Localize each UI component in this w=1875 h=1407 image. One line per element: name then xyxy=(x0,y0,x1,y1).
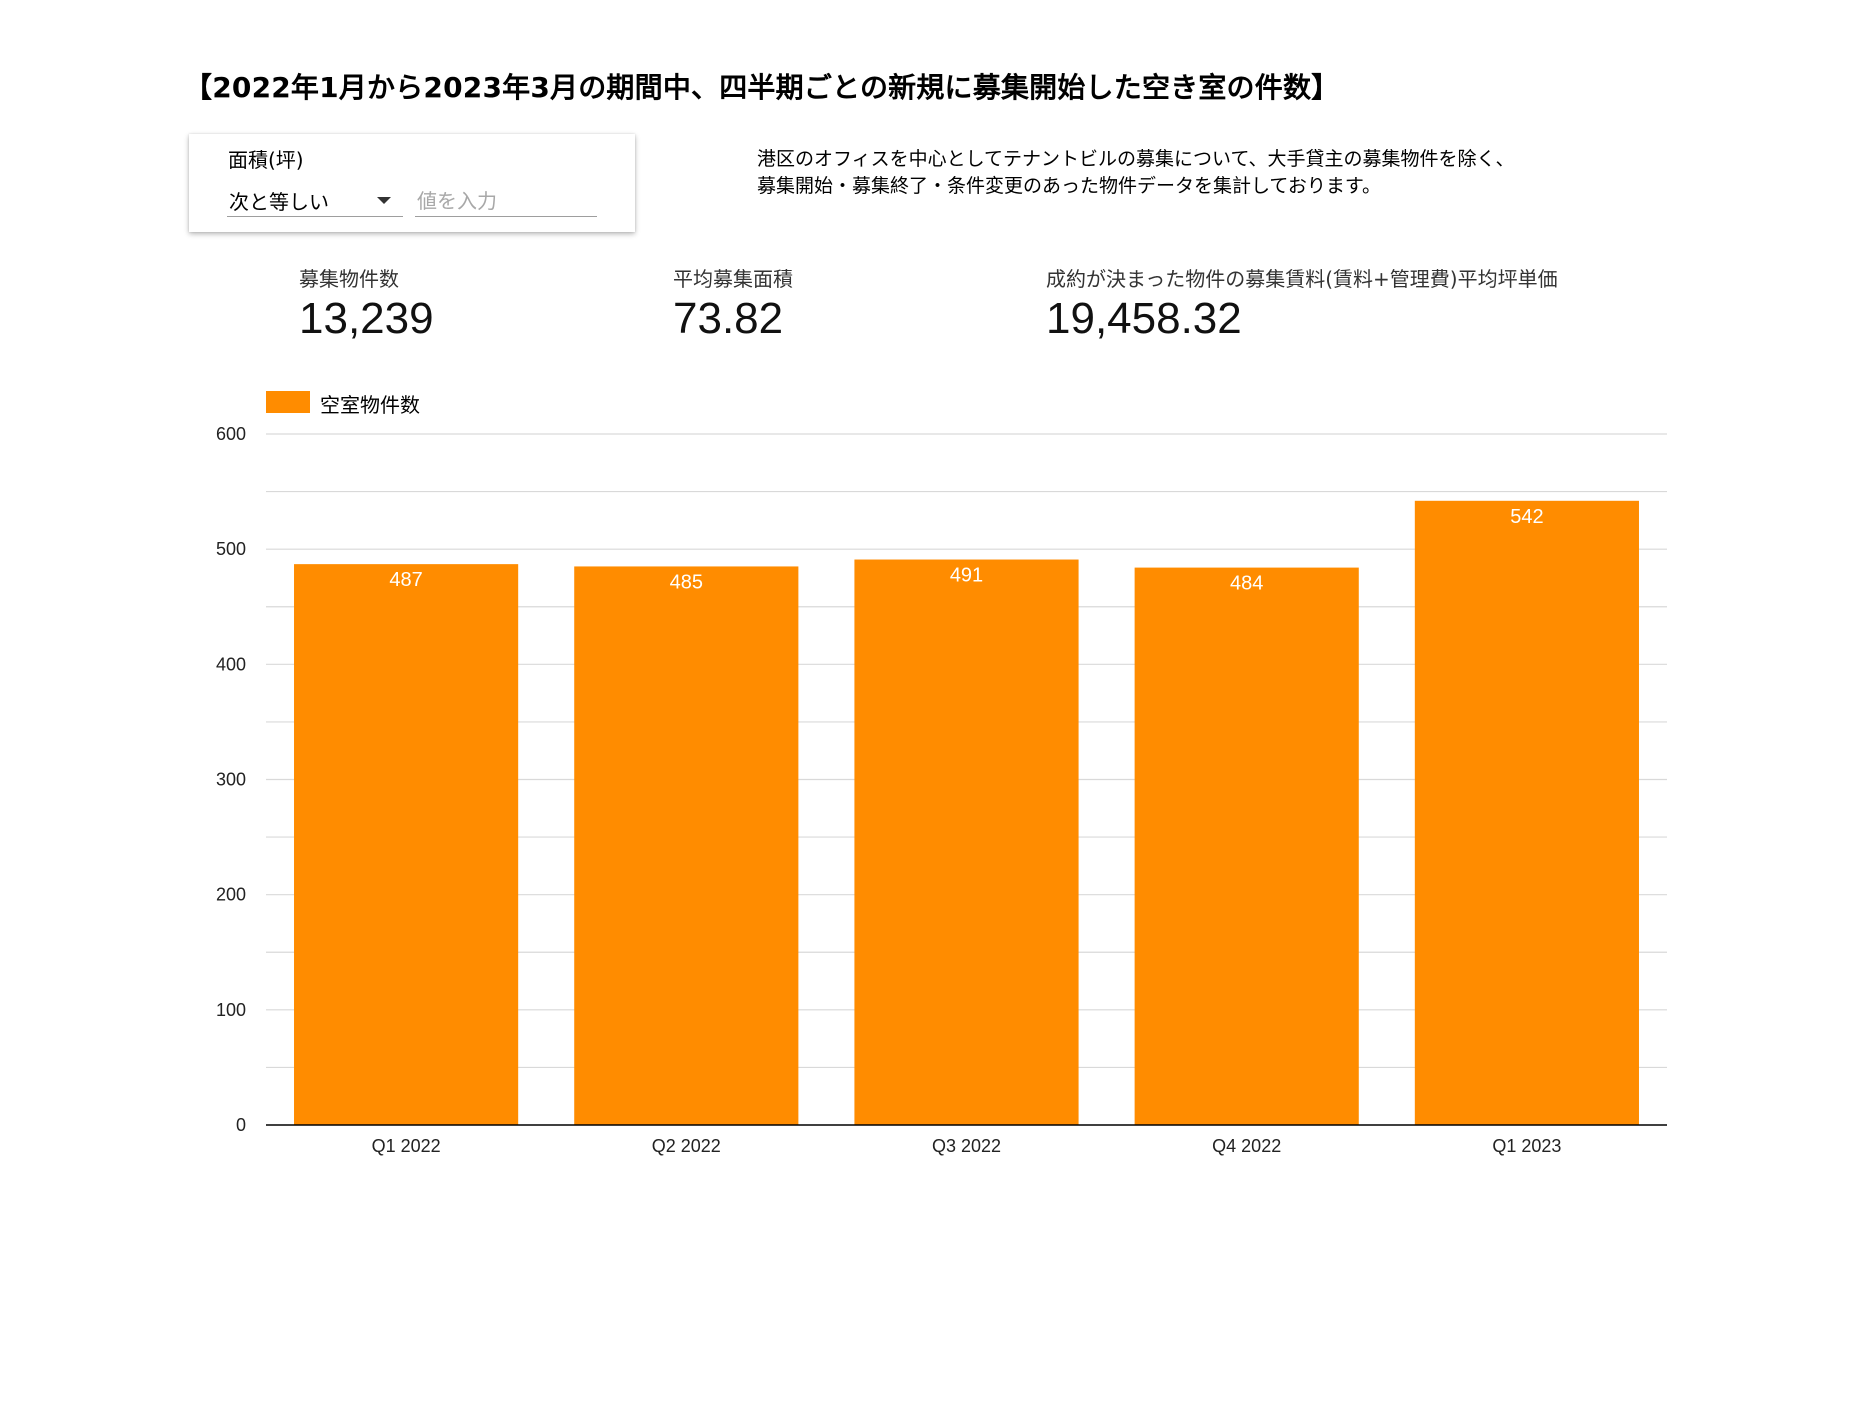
kpi-label: 成約が決まった物件の募集賃料(賃料+管理費)平均坪単価 xyxy=(1046,267,1558,291)
data-label: 484 xyxy=(1230,573,1263,595)
filter-operator-value: 次と等しい xyxy=(229,190,329,214)
legend-swatch xyxy=(266,391,310,413)
bar xyxy=(854,559,1079,1125)
kpi-average-rent: 成約が決まった物件の募集賃料(賃料+管理費)平均坪単価 19,458.32 xyxy=(1046,263,1558,344)
description-text: 港区のオフィスを中心としてテナントビルの募集について、大手貸主の募集物件を除く、… xyxy=(757,146,1677,200)
x-tick-label: Q1 2023 xyxy=(1492,1136,1561,1156)
bar xyxy=(294,564,519,1125)
page-title: 【2022年1月から2023年3月の期間中、四半期ごとの新規に募集開始した空き室… xyxy=(184,71,1340,104)
bar xyxy=(1414,500,1639,1126)
y-tick-label: 400 xyxy=(216,654,246,674)
description-line: 募集開始・募集終了・条件変更のあった物件データを集計しております。 xyxy=(757,175,1381,197)
kpi-label: 募集物件数 xyxy=(299,267,399,291)
y-tick-label: 200 xyxy=(216,885,246,905)
y-tick-label: 500 xyxy=(216,539,246,559)
data-label: 491 xyxy=(950,565,983,587)
filter-operator-select[interactable]: 次と等しい xyxy=(227,186,403,217)
y-tick-label: 300 xyxy=(216,770,246,790)
kpi-value: 13,239 xyxy=(299,294,434,343)
kpi-average-area: 平均募集面積 73.82 xyxy=(673,263,793,344)
data-label: 542 xyxy=(1510,506,1543,528)
y-tick-label: 600 xyxy=(216,424,246,444)
chevron-down-icon xyxy=(377,197,391,204)
bar xyxy=(1134,567,1359,1125)
x-tick-label: Q2 2022 xyxy=(652,1136,721,1156)
kpi-listing-count: 募集物件数 13,239 xyxy=(299,263,434,344)
description-line: 港区のオフィスを中心としてテナントビルの募集について、大手貸主の募集物件を除く、 xyxy=(757,148,1515,170)
y-tick-label: 0 xyxy=(236,1115,246,1135)
x-tick-label: Q4 2022 xyxy=(1212,1136,1281,1156)
kpi-value: 73.82 xyxy=(673,294,784,343)
bar xyxy=(574,566,799,1125)
y-tick-label: 100 xyxy=(216,1000,246,1020)
x-tick-label: Q1 2022 xyxy=(372,1136,441,1156)
data-label: 485 xyxy=(670,571,703,593)
area-filter-control: 面積(坪) 次と等しい xyxy=(189,134,635,232)
x-tick-label: Q3 2022 xyxy=(932,1136,1001,1156)
kpi-label: 平均募集面積 xyxy=(673,267,793,291)
filter-value-input[interactable] xyxy=(415,186,597,217)
filter-label: 面積(坪) xyxy=(228,148,304,172)
kpi-value: 19,458.32 xyxy=(1046,294,1242,343)
data-label: 487 xyxy=(389,569,422,591)
legend-label: 空室物件数 xyxy=(320,393,420,417)
